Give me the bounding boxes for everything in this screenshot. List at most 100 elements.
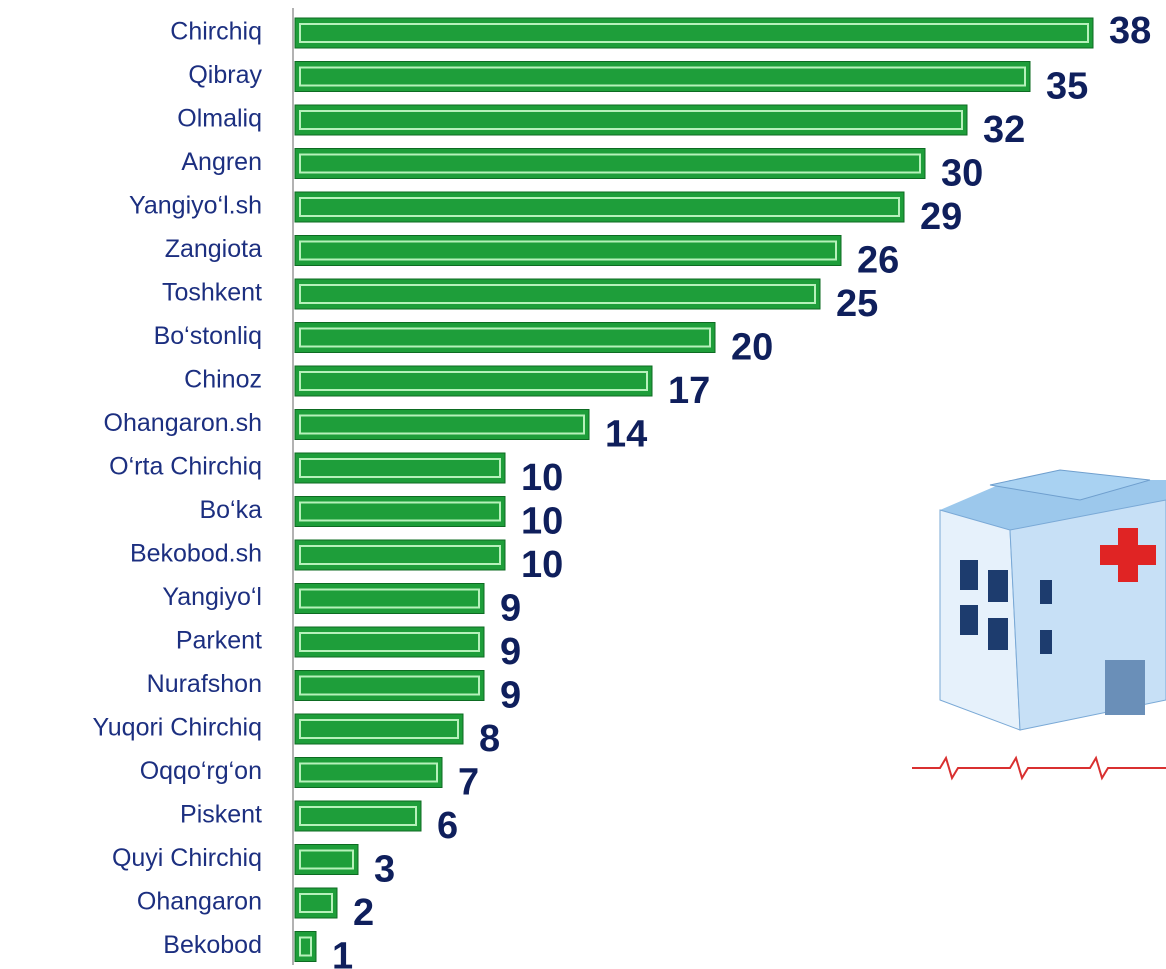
value-label: 30 (941, 153, 983, 195)
value-label: 38 (1109, 10, 1151, 52)
bar-body (294, 539, 506, 571)
bar (294, 452, 506, 484)
value-label: 14 (605, 414, 647, 456)
bar-highlight (299, 588, 480, 609)
bar-highlight (299, 414, 585, 435)
bar-highlight (299, 675, 480, 696)
category-label: Nurafshon (147, 670, 262, 698)
bar-highlight (299, 545, 501, 565)
bar-body (294, 800, 422, 832)
bar-body (294, 887, 338, 919)
bar (294, 365, 653, 397)
bar (294, 322, 716, 353)
bar-highlight (299, 719, 459, 739)
category-label: Olmaliq (177, 105, 262, 133)
bar (294, 800, 422, 832)
bar-body (294, 844, 359, 875)
bar-body (294, 148, 926, 179)
bar-body (294, 191, 905, 223)
category-label: Toshkent (162, 279, 262, 307)
value-label: 32 (983, 109, 1025, 151)
bar (294, 191, 905, 223)
bar-body (294, 17, 1094, 49)
bar (294, 104, 968, 136)
bar-body (294, 365, 653, 397)
bar-highlight (299, 197, 900, 217)
category-label: Angren (181, 148, 262, 176)
bar (294, 931, 317, 962)
value-label: 3 (374, 849, 395, 891)
bar-highlight (299, 762, 438, 783)
bar (294, 713, 464, 745)
value-label: 2 (353, 892, 374, 934)
category-label: Bo‘stonliq (154, 322, 262, 350)
bar (294, 409, 590, 440)
category-label: Oqqo‘rg‘on (140, 757, 262, 785)
value-label: 10 (521, 544, 563, 586)
bar (294, 148, 926, 179)
bar-body (294, 409, 590, 440)
bar (294, 887, 338, 919)
bar (294, 583, 485, 614)
hospital-icon (912, 469, 1166, 781)
bar (294, 278, 821, 310)
category-label: Yuqori Chirchiq (92, 714, 262, 742)
value-label: 7 (458, 762, 479, 804)
bar-highlight (299, 23, 1089, 43)
value-label: 17 (668, 370, 710, 412)
bar-body (294, 757, 443, 788)
bar-body (294, 931, 317, 962)
category-label: O‘rta Chirchiq (109, 453, 262, 481)
bar-highlight (299, 240, 837, 261)
category-label: Ohangaron.sh (104, 409, 262, 437)
bar-body (294, 235, 842, 266)
value-label: 1 (332, 936, 353, 969)
category-label: Yangiyo‘l (162, 583, 262, 611)
bar-highlight (299, 936, 312, 957)
bar (294, 626, 485, 658)
bar-highlight (299, 849, 354, 870)
bar-body (294, 496, 506, 527)
bar-body (294, 61, 1031, 92)
bar (294, 235, 842, 266)
category-label: Ohangaron (137, 888, 262, 916)
value-label: 9 (500, 675, 521, 717)
value-label: 10 (521, 457, 563, 499)
category-label: Zangiota (165, 235, 262, 263)
category-label: Bekobod (163, 931, 262, 959)
value-label: 35 (1046, 66, 1088, 108)
bar-body (294, 278, 821, 310)
bar-body (294, 670, 485, 701)
value-label: 20 (731, 327, 773, 369)
bar-highlight (299, 66, 1026, 87)
bar-highlight (299, 806, 417, 826)
value-label: 29 (920, 196, 962, 238)
category-label: Parkent (176, 627, 262, 655)
bar-body (294, 713, 464, 745)
value-label: 25 (836, 283, 878, 325)
bar-body (294, 626, 485, 658)
category-label: Quyi Chirchiq (112, 844, 262, 872)
value-label: 9 (500, 588, 521, 630)
bar-highlight (299, 153, 921, 174)
bar (294, 539, 506, 571)
bar (294, 670, 485, 701)
bar (294, 61, 1031, 92)
category-label: Bo‘ka (199, 496, 262, 524)
category-label: Piskent (180, 801, 262, 829)
bar-highlight (299, 327, 711, 348)
bar-highlight (299, 110, 963, 130)
value-label: 6 (437, 805, 458, 847)
category-label: Yangiyo‘l.sh (129, 192, 262, 220)
bar-highlight (299, 893, 333, 913)
bar (294, 844, 359, 875)
value-label: 9 (500, 631, 521, 673)
bar-highlight (299, 501, 501, 522)
category-label: Chirchiq (170, 18, 262, 46)
bar-body (294, 322, 716, 353)
bar (294, 17, 1094, 49)
bar-highlight (299, 458, 501, 478)
value-label: 26 (857, 240, 899, 282)
bar-highlight (299, 632, 480, 652)
